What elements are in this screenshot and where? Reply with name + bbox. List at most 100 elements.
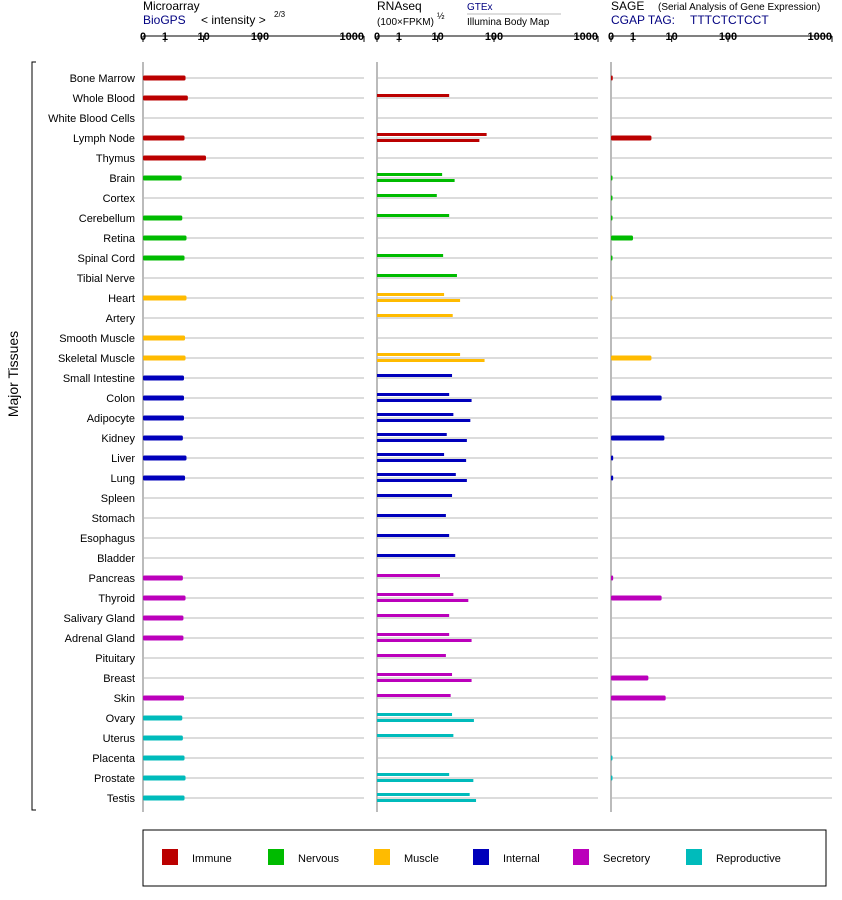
rnaseq-bar [377, 614, 450, 617]
rnaseq-bar-illumina [377, 419, 471, 422]
microarray-bar [143, 455, 187, 461]
legend-item-nervous: Nervous [268, 849, 339, 865]
microarray-bar [143, 295, 187, 301]
sage-bar [611, 595, 662, 601]
biogps-source[interactable]: BioGPS [143, 13, 186, 27]
sage-header: SAGE (Serial Analysis of Gene Expression… [611, 0, 820, 27]
rnaseq-bar [377, 314, 453, 317]
microarray-bar [143, 155, 206, 161]
microarray-bar [143, 735, 183, 741]
sage-tick-label: 100 [719, 31, 737, 43]
sage-tag-sequence[interactable]: TTTCTCTCCT [690, 13, 769, 27]
rnaseq-bar-illumina [377, 459, 467, 462]
tissue-label: Lymph Node [73, 133, 135, 145]
tissue-label: Esophagus [80, 533, 136, 545]
tissue-axis-bracket [31, 61, 36, 811]
legend-item-secretory: Secretory [573, 849, 651, 865]
sage-bar [611, 575, 614, 581]
microarray-bar [143, 375, 184, 381]
microarray-bar [143, 715, 183, 721]
legend-item-muscle: Muscle [374, 849, 439, 865]
sage-bar [611, 695, 666, 701]
microarray-bar [143, 635, 184, 641]
legend-swatch [162, 849, 178, 865]
rnaseq-bar-illumina [377, 359, 485, 362]
rnaseq-bar-illumina [377, 679, 472, 682]
sage-panel: 0 1 10 100 1000 [608, 31, 833, 812]
rnaseq-bar-gtex [377, 393, 450, 396]
legend-swatch [374, 849, 390, 865]
microarray-panel: 0 1 10 100 1000 [140, 31, 365, 812]
microarray-bar [143, 775, 186, 781]
sage-bar [611, 435, 665, 441]
sage-bar [611, 75, 613, 81]
tissue-label: Stomach [92, 513, 135, 525]
tissue-label: Retina [103, 233, 136, 245]
tissue-label: Colon [106, 393, 135, 405]
rnaseq-bar-gtex [377, 773, 450, 776]
tissue-label: Spinal Cord [78, 253, 135, 265]
rnaseq-bar-gtex [377, 433, 447, 436]
sage-tick-label: 1000 [808, 31, 832, 43]
tissue-label: Salivary Gland [63, 613, 135, 625]
tissue-label: Cerebellum [79, 213, 135, 225]
rnaseq-unit: (100×FPKM) [377, 17, 434, 28]
rnaseq-bar-illumina [377, 779, 474, 782]
tissue-label: Bladder [97, 553, 135, 565]
microarray-bar [143, 755, 185, 761]
tissue-label: Uterus [103, 733, 136, 745]
legend-label: Reproductive [716, 853, 781, 865]
tissue-label: White Blood Cells [48, 113, 135, 125]
rnaseq-bar-gtex [377, 453, 445, 456]
sage-bar [611, 195, 613, 201]
rnaseq-bar-gtex [377, 293, 445, 296]
legend-label: Muscle [404, 853, 439, 865]
rnaseq-bar-illumina [377, 139, 480, 142]
rnaseq-unit-exponent: ½ [437, 11, 445, 21]
microarray-bar [143, 395, 184, 401]
rnaseq-bar-illumina [377, 719, 474, 722]
rnaseq-bar-gtex [377, 793, 470, 796]
tissue-label: Breast [103, 673, 135, 685]
legend: Immune Nervous Muscle Internal Secretory Repr… [162, 849, 781, 865]
rnaseq-bar [377, 534, 450, 537]
rnaseq-title: RNAseq [377, 0, 422, 13]
rnaseq-bar [377, 374, 453, 377]
microarray-tick-label: 0 [140, 31, 146, 43]
sage-bar [611, 675, 649, 681]
microarray-bar [143, 575, 183, 581]
sage-bar [611, 235, 633, 241]
rnaseq-bar-gtex [377, 473, 456, 476]
microarray-bar [143, 795, 185, 801]
tissue-label: Skin [114, 693, 135, 705]
microarray-bar [143, 255, 185, 261]
sage-bar [611, 355, 652, 361]
sage-bar [611, 175, 613, 181]
gtex-source[interactable]: GTEx [467, 2, 493, 13]
legend-swatch [473, 849, 489, 865]
y-axis-title: Major Tissues [5, 331, 21, 417]
legend-swatch [268, 849, 284, 865]
rnaseq-bar-gtex [377, 633, 450, 636]
rnaseq-tick-label: 100 [485, 31, 503, 43]
sage-bar [611, 775, 613, 781]
tissue-label: Thymus [96, 153, 136, 165]
sage-bar [611, 475, 614, 481]
tissue-label: Small Intestine [63, 373, 135, 385]
tissue-label: Liver [111, 453, 135, 465]
microarray-tick-label: 1000 [340, 31, 364, 43]
sage-bar [611, 395, 662, 401]
rnaseq-bar-illumina [377, 399, 472, 402]
rnaseq-bar-gtex [377, 713, 453, 716]
tissue-label: Whole Blood [73, 93, 135, 105]
microarray-bar [143, 595, 186, 601]
rnaseq-bar-illumina [377, 439, 467, 442]
tissue-label: Tibial Nerve [77, 273, 135, 285]
tissue-label: Lung [111, 473, 135, 485]
tissue-label: Placenta [92, 753, 136, 765]
rnaseq-bar [377, 274, 457, 277]
tissue-label: Brain [109, 173, 135, 185]
tissue-label: Cortex [103, 193, 136, 205]
rnaseq-bar-gtex [377, 593, 454, 596]
legend-swatch [686, 849, 702, 865]
